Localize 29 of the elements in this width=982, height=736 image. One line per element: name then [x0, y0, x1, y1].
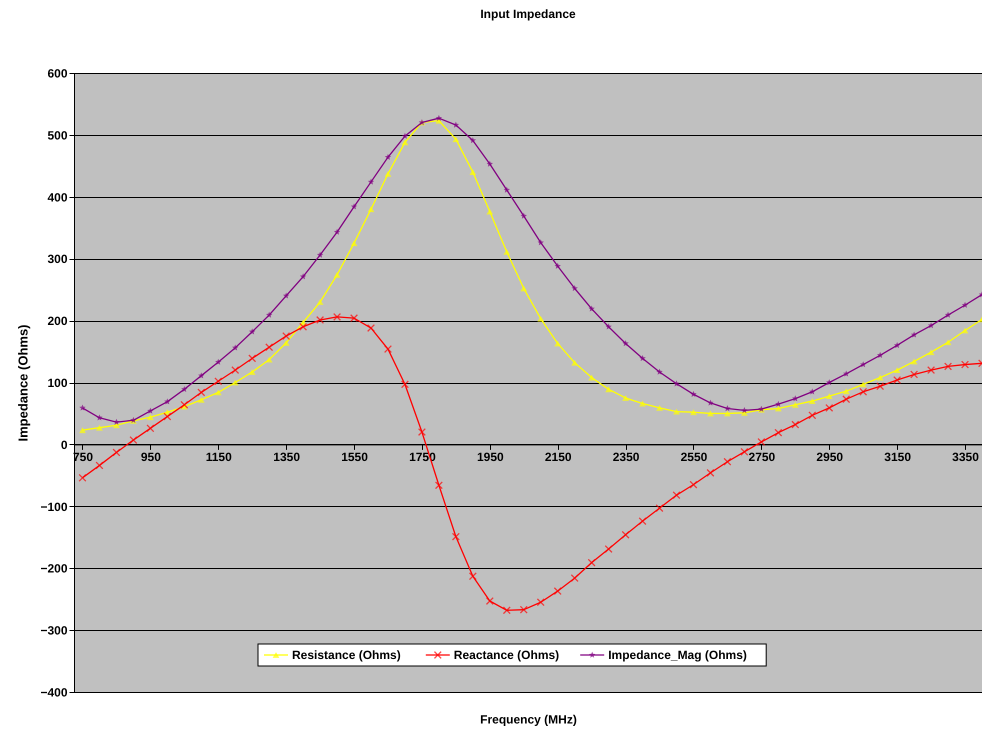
x-tick-label: 1150: [206, 450, 232, 464]
x-tick-label: 950: [140, 450, 162, 464]
x-tick-label: 1550: [341, 450, 368, 464]
y-tick-label: 300: [47, 252, 68, 266]
y-tick-label: 500: [47, 128, 68, 142]
x-tick-label: 2550: [680, 450, 708, 464]
x-tick-label: 2950: [816, 450, 844, 464]
y-tick-label: −100: [40, 500, 68, 514]
y-tick-label: 400: [47, 190, 68, 204]
y-tick-label: 600: [47, 66, 68, 80]
x-tick-label: 2150: [544, 450, 572, 464]
y-tick-label: 100: [47, 376, 68, 390]
x-tick-label: 3350: [952, 450, 980, 464]
x-axis-title: Frequency (MHz): [480, 712, 577, 726]
x-tick-label: 2750: [748, 450, 776, 464]
y-tick-label: −400: [40, 686, 68, 700]
chart-title: Input Impedance: [480, 7, 576, 21]
x-tick-label: 3150: [884, 450, 912, 464]
y-axis-title: Impedance (Ohms): [15, 324, 30, 442]
y-tick-label: 200: [47, 314, 68, 328]
legend-label: Impedance_Mag (Ohms): [608, 648, 747, 662]
legend-label: Resistance (Ohms): [292, 648, 401, 662]
legend-label: Reactance (Ohms): [454, 648, 560, 662]
y-tick-label: 0: [60, 438, 68, 452]
x-tick-label: 1950: [476, 450, 504, 464]
y-tick-label: −200: [40, 562, 68, 576]
x-tick-label: 1350: [273, 450, 300, 464]
y-tick-label: −300: [40, 624, 68, 638]
x-tick-label: 2350: [612, 450, 640, 464]
